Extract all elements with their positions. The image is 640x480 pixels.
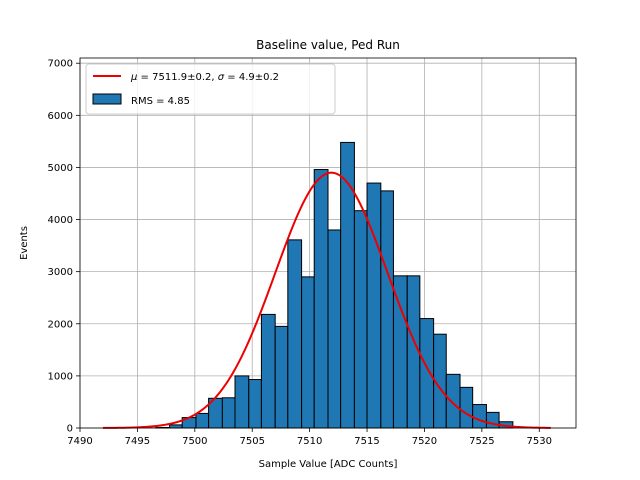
histogram-bar: [353, 210, 368, 429]
y-tick-label: 0: [67, 424, 73, 435]
histogram-bar: [301, 276, 315, 429]
histogram-bar: [392, 275, 408, 429]
y-tick-label: 6000: [48, 111, 73, 122]
histogram-bar: [248, 379, 262, 429]
y-axis: 0 1000 2000 3000 4000 5000 6000 7000: [48, 59, 80, 435]
histogram-bar: [313, 169, 329, 429]
legend-sigma-symbol: σ: [218, 72, 225, 83]
histogram-bar: [287, 239, 303, 429]
gaussian-fit-layer: [102, 171, 551, 429]
legend-hist-label: RMS = 4.85: [131, 96, 190, 107]
histogram-bar: [366, 182, 382, 429]
x-tick-label: 7490: [67, 436, 92, 447]
legend: μ = 7511.9±0.2, σ = 4.9±0.2 RMS = 4.85: [85, 63, 336, 115]
histogram-bar: [459, 386, 474, 429]
histogram-bar: [380, 190, 394, 429]
chart-title: Baseline value, Ped Run: [256, 38, 400, 52]
gaussian-fit-curve: [102, 171, 551, 429]
y-tick-label: 7000: [48, 59, 73, 70]
legend-hist-swatch: [92, 93, 122, 105]
x-tick-label: 7515: [354, 436, 379, 447]
x-axis: 7490 7495 7500 7505 7510 7515 7520 7525 7530: [67, 428, 552, 447]
histogram-bar: [221, 397, 236, 429]
x-tick-label: 7520: [412, 436, 437, 447]
x-tick-label: 7500: [182, 436, 207, 447]
histogram-bar: [169, 424, 183, 429]
histogram-bar: [327, 229, 342, 429]
histogram-bar: [419, 318, 435, 429]
histogram-bar: [445, 373, 461, 429]
x-tick-label: 7525: [469, 436, 494, 447]
x-tick-label: 7530: [527, 436, 552, 447]
histogram-bar: [472, 404, 487, 429]
histogram-bar: [234, 375, 250, 429]
histogram-bar: [274, 325, 289, 429]
x-tick-label: 7505: [239, 436, 264, 447]
x-tick-label: 7495: [125, 436, 150, 447]
y-tick-label: 5000: [48, 163, 73, 174]
y-tick-label: 3000: [48, 267, 73, 278]
plot-frame: [79, 57, 577, 429]
y-tick-label: 4000: [48, 215, 73, 226]
y-tick-label: 1000: [48, 371, 73, 382]
histogram-bars: [155, 141, 514, 429]
y-axis-title: Events: [19, 226, 30, 260]
histogram-bar: [195, 412, 210, 429]
legend-mu-symbol: μ: [130, 72, 137, 83]
legend-fit-label: μ = 7511.9±0.2, σ = 4.9±0.2: [130, 72, 279, 83]
histogram-bar: [260, 313, 276, 429]
histogram-bar: [340, 141, 355, 429]
legend-sigma-value: = 4.9±0.2: [224, 72, 279, 83]
x-axis-title: Sample Value [ADC Counts]: [259, 459, 398, 470]
legend-mu-value: = 7511.9±0.2,: [137, 72, 217, 83]
x-tick-label: 7510: [297, 436, 322, 447]
y-tick-label: 2000: [48, 319, 73, 330]
legend-box: [85, 63, 336, 115]
